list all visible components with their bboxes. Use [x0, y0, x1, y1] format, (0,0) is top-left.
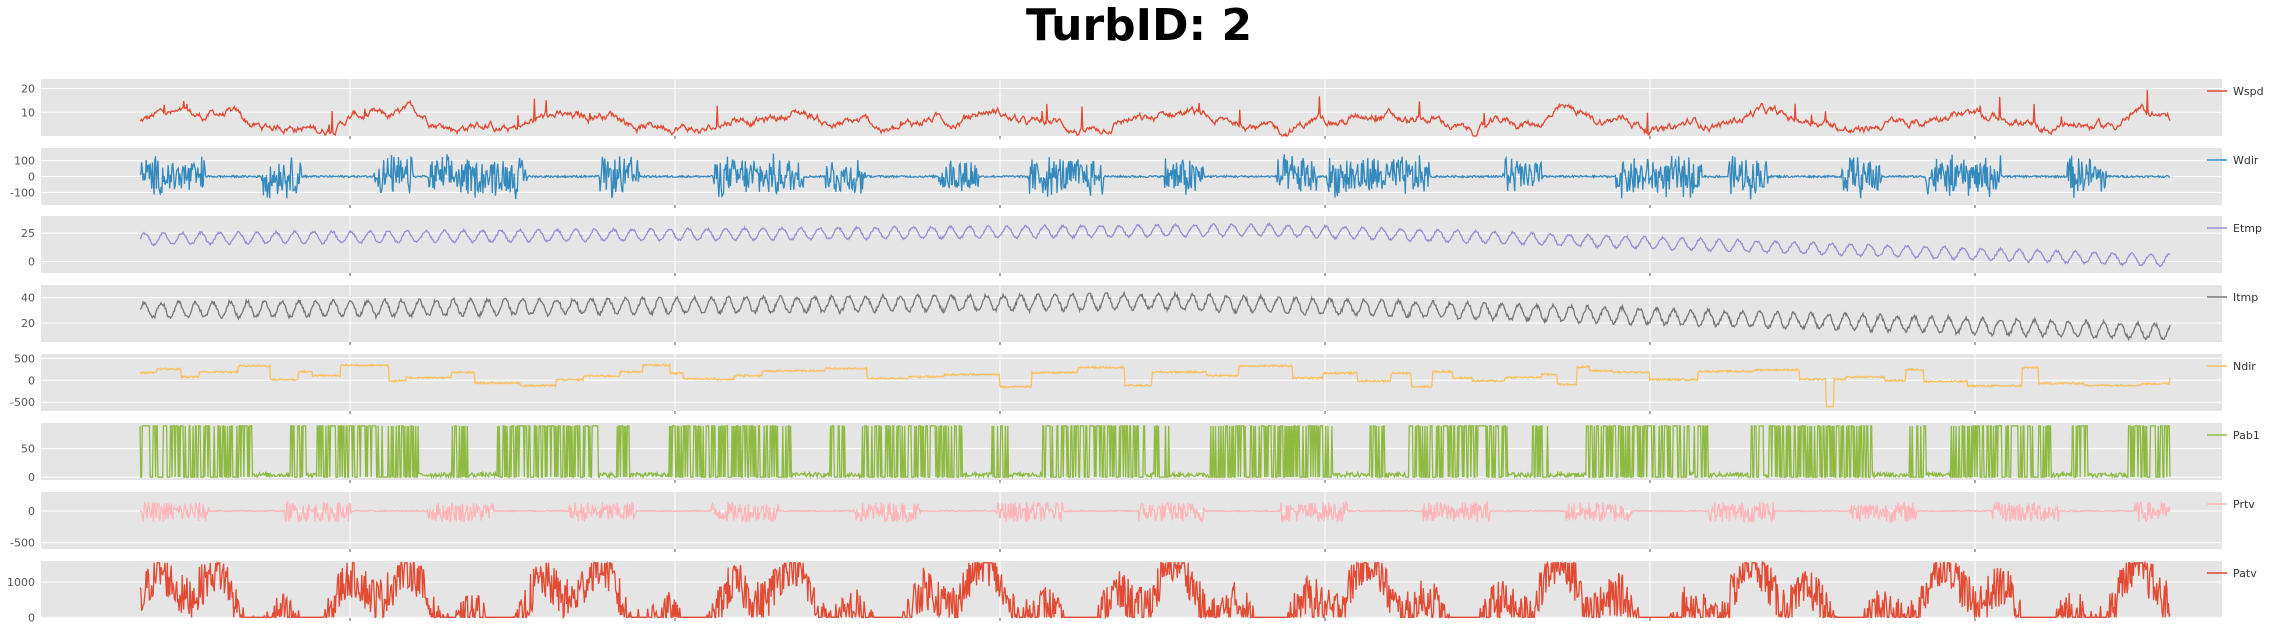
subplot-patv: 0 1000 Patv — [7, 560, 2257, 624]
y-tick-label: 0 — [28, 505, 35, 518]
subplot-itmp: 20 40 Itmp — [21, 285, 2258, 345]
series-line-itmp — [140, 290, 2171, 342]
y-tick-label: 20 — [21, 83, 35, 96]
series-line-patv — [139, 560, 2171, 620]
series-line-ndir — [139, 362, 2171, 408]
y-tick-label: 500 — [14, 352, 35, 365]
legend-label: Etmp — [2233, 222, 2262, 235]
plot-area — [41, 492, 2222, 549]
series-line-wdir — [139, 153, 2171, 200]
legend-label: Pab1 — [2233, 429, 2260, 442]
plot-area — [41, 285, 2222, 342]
y-tick-label: 50 — [21, 443, 35, 456]
plot-area — [41, 216, 2222, 273]
y-tick-label: 100 — [14, 155, 35, 168]
y-tick-label: -100 — [10, 186, 35, 199]
legend-label: Prtv — [2233, 498, 2255, 511]
plot-area — [41, 354, 2222, 411]
y-tick-label: 0 — [28, 611, 35, 624]
y-tick-label: -500 — [10, 396, 35, 409]
y-tick-label: -500 — [10, 537, 35, 550]
series-line-prtv — [139, 499, 2171, 525]
series-line-pab1 — [139, 425, 2171, 480]
subplot-wspd: 10 20 Wspd — [21, 79, 2264, 139]
y-tick-label: 25 — [21, 227, 35, 240]
y-tick-label: 0 — [28, 256, 35, 269]
chart-title: TurbID: 2 — [1025, 0, 1253, 51]
legend-label: Patv — [2233, 567, 2257, 580]
series-line-etmp — [139, 221, 2171, 268]
legend-label: Itmp — [2233, 291, 2258, 304]
y-tick-label: 0 — [28, 374, 35, 387]
y-tick-label: 20 — [21, 317, 35, 330]
plot-area — [41, 79, 2222, 136]
legend-label: Wdir — [2233, 154, 2259, 167]
subplot-prtv: -500 0 Prtv — [10, 492, 2255, 552]
y-tick-label: 0 — [28, 471, 35, 484]
subplot-etmp: 0 25 Etmp — [21, 216, 2262, 276]
subplot-pab1: 0 50 Pab1 — [21, 423, 2260, 484]
subplot-ndir: -500 0 500 Ndir — [10, 352, 2256, 414]
legend-label: Wspd — [2233, 85, 2264, 98]
y-tick-label: 10 — [21, 106, 35, 119]
y-tick-label: 1000 — [7, 576, 35, 589]
legend-label: Ndir — [2233, 360, 2256, 373]
y-tick-label: 40 — [21, 292, 35, 305]
y-tick-label: 0 — [28, 171, 35, 184]
subplot-wdir: -100 0 100 Wdir — [10, 148, 2259, 208]
series-line-wspd — [139, 90, 2171, 138]
